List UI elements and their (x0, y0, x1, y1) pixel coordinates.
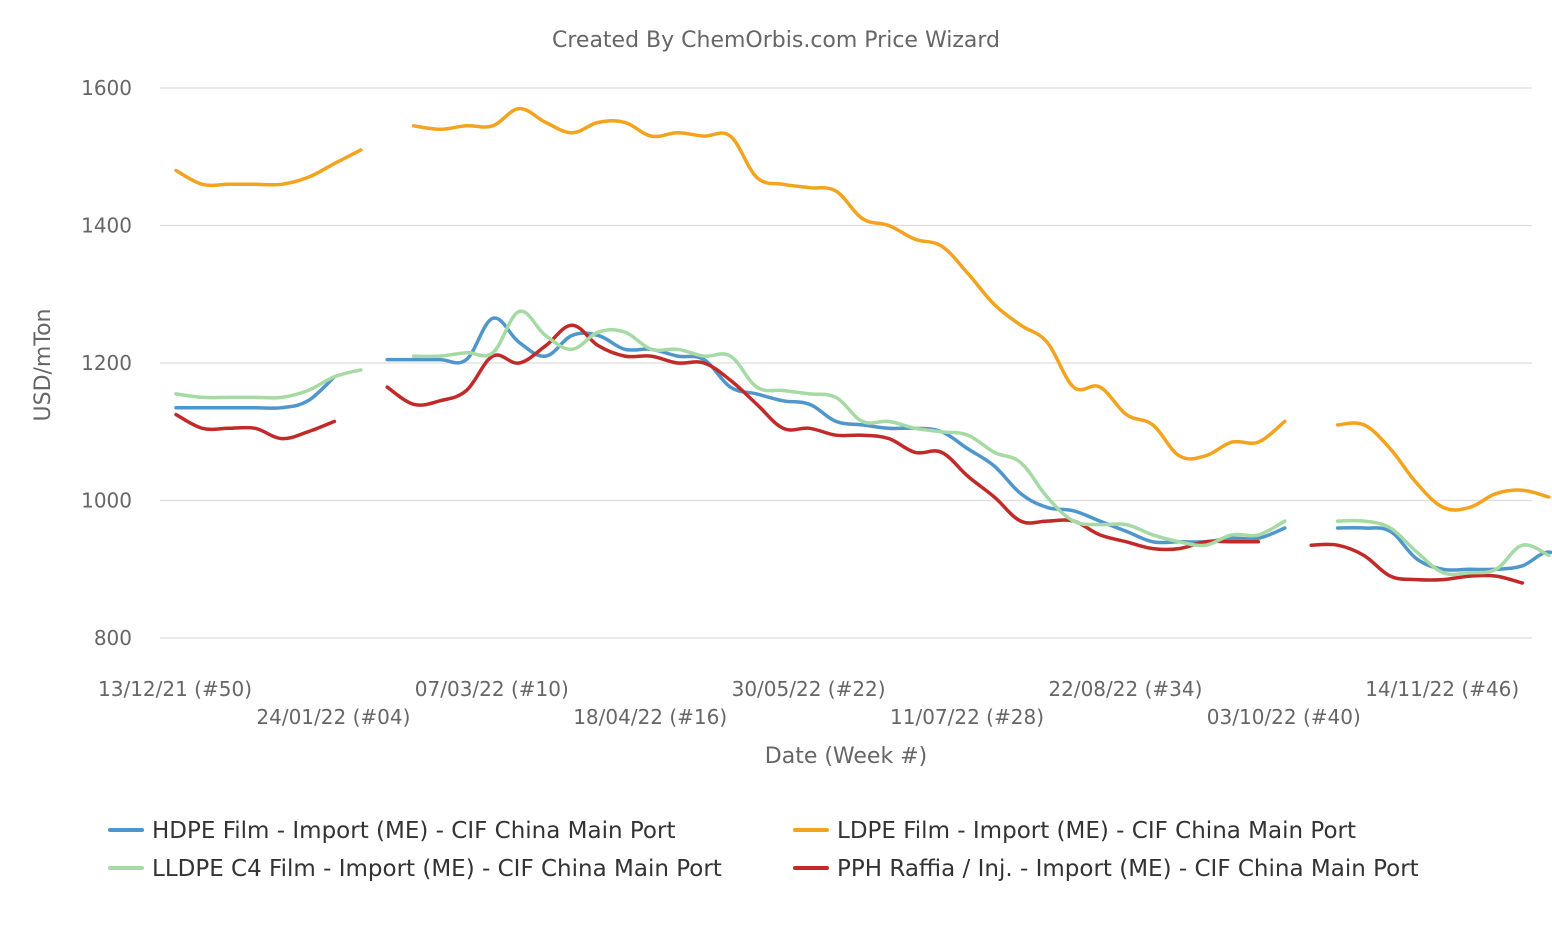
series-3 (174, 309, 1551, 577)
y-tick-label: 800 (94, 626, 132, 650)
series-1 (174, 316, 1552, 572)
legend-item-2[interactable]: LDPE Film - Import (ME) - CIF China Main… (793, 818, 1356, 844)
x-axis-ticks: 13/12/21 (#50)24/01/22 (#04)07/03/22 (#1… (98, 677, 1519, 729)
legend-item-3[interactable]: LLDPE C4 Film - Import (ME) - CIF China … (108, 856, 722, 882)
legend-label: HDPE Film - Import (ME) - CIF China Main… (152, 818, 675, 844)
legend-label: LLDPE C4 Film - Import (ME) - CIF China … (152, 856, 722, 882)
y-tick-label: 1600 (81, 76, 132, 100)
chart-title: Created By ChemOrbis.com Price Wizard (552, 28, 1000, 53)
series-4-line-segment-2 (385, 323, 1261, 552)
y-tick-label: 1200 (81, 351, 132, 375)
legend-label: LDPE Film - Import (ME) - CIF China Main… (837, 818, 1356, 844)
x-tick-label: 22/08/22 (#34) (1048, 677, 1202, 701)
y-axis-label: USD/mTon (31, 309, 56, 422)
series-4-line-segment-1 (174, 412, 337, 441)
gridlines (160, 87, 1532, 639)
x-tick-label: 11/07/22 (#28) (890, 705, 1044, 729)
series-4-line-segment-3 (1309, 542, 1525, 585)
y-axis-ticks: 800 1000 1200 1400 1600 (81, 76, 132, 650)
x-tick-label: 03/10/22 (#40) (1207, 705, 1361, 729)
x-tick-label: 14/11/22 (#46) (1365, 677, 1519, 701)
y-tick-label: 1000 (81, 489, 132, 513)
series-1-line-segment-1 (174, 375, 337, 410)
legend-item-4[interactable]: PPH Raffia / Inj. - Import (ME) - CIF Ch… (793, 856, 1419, 882)
x-tick-label: 30/05/22 (#22) (732, 677, 886, 701)
series-2-line-segment-2 (411, 106, 1287, 461)
x-tick-label: 13/12/21 (#50) (98, 677, 252, 701)
series-3-line-segment-1 (174, 368, 363, 400)
x-tick-label: 18/04/22 (#16) (573, 705, 727, 729)
x-tick-label: 07/03/22 (#10) (415, 677, 569, 701)
series-2-line-segment-3 (1335, 421, 1551, 512)
series-3-line-segment-3 (1335, 518, 1551, 577)
legend: HDPE Film - Import (ME) - CIF China Main… (108, 818, 1419, 882)
series-3-line-segment-2 (411, 309, 1287, 548)
x-tick-label: 24/01/22 (#04) (256, 705, 410, 729)
series-4 (174, 323, 1525, 585)
series-lines (174, 106, 1552, 585)
series-1-line-segment-2 (385, 316, 1287, 545)
legend-label: PPH Raffia / Inj. - Import (ME) - CIF Ch… (837, 856, 1419, 882)
series-2 (174, 106, 1551, 512)
series-2-line-segment-1 (174, 148, 363, 188)
legend-item-1[interactable]: HDPE Film - Import (ME) - CIF China Main… (108, 818, 675, 844)
y-tick-label: 1400 (81, 214, 132, 238)
x-axis-label: Date (Week #) (765, 744, 927, 769)
series-1-line-segment-3 (1335, 525, 1552, 572)
